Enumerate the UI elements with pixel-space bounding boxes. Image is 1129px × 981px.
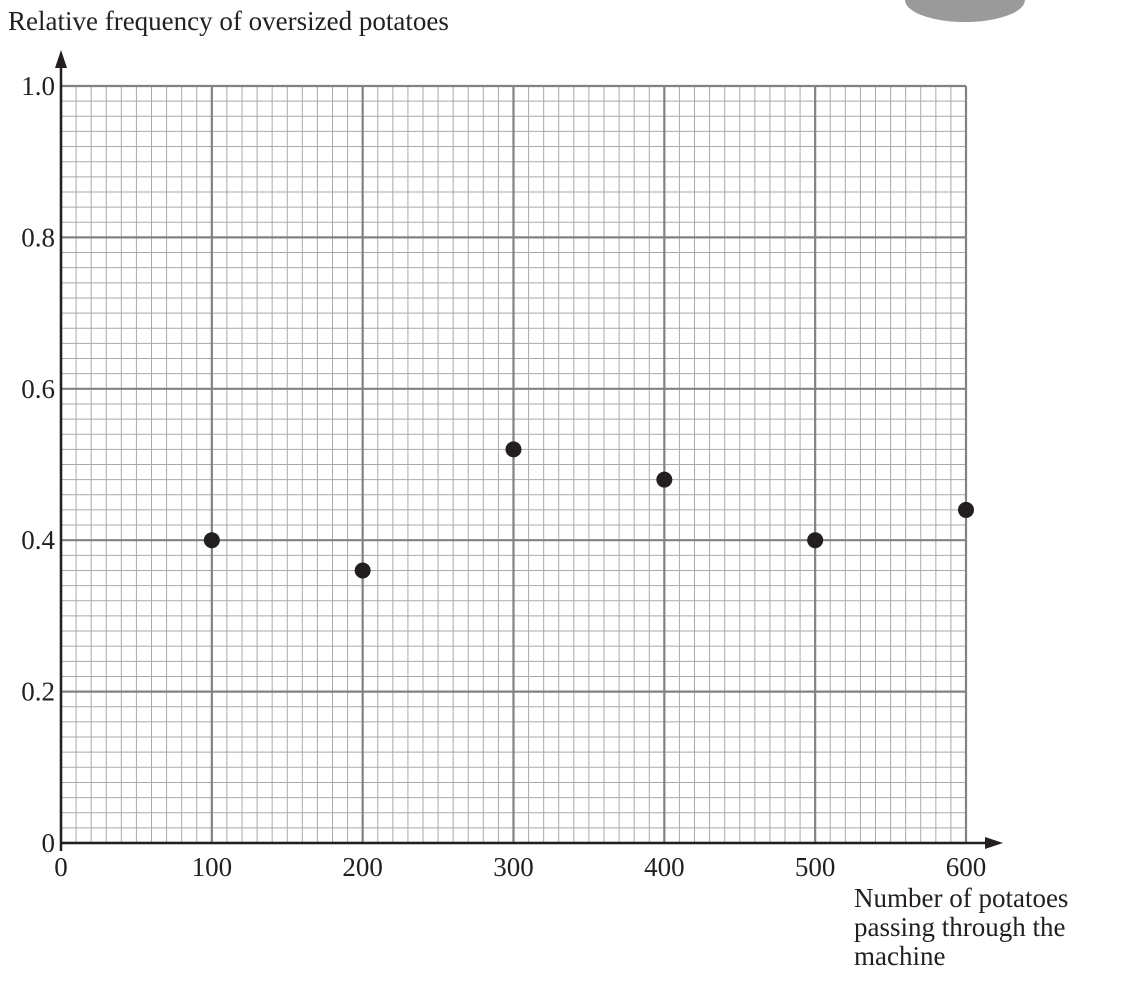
x-tick-label: 0	[54, 852, 68, 882]
potato-image	[905, 0, 1025, 22]
x-tick-label: 300	[493, 852, 534, 882]
y-tick-label: 0.4	[21, 525, 55, 555]
axes: 0 100 200 300 400 500 600 0 0.2 0.4 0.6 0.8 1.0	[21, 50, 1003, 882]
x-tick-label: 400	[644, 852, 685, 882]
y-axis-label: Relative frequency of oversized potatoes	[8, 6, 449, 36]
y-tick-label: 0.6	[21, 374, 55, 404]
x-axis-label: Number of potatoes passing through the m…	[854, 883, 1069, 971]
y-tick-label: 0.2	[21, 677, 55, 707]
y-arrow	[55, 50, 67, 68]
point	[656, 471, 673, 488]
points	[203, 441, 974, 579]
y-tick-label: 0.8	[21, 222, 55, 252]
point	[807, 532, 824, 549]
x-tick-label: 100	[192, 852, 233, 882]
point	[354, 562, 371, 579]
x-tick-label: 600	[946, 852, 987, 882]
point	[958, 501, 974, 518]
x-tick-label: 500	[795, 852, 836, 882]
y-tick-label: 0	[42, 828, 56, 858]
x-tick-label: 200	[342, 852, 383, 882]
point	[505, 441, 522, 458]
x-arrow	[985, 837, 1003, 849]
y-tick-label: 1.0	[21, 71, 55, 101]
point	[203, 532, 220, 549]
